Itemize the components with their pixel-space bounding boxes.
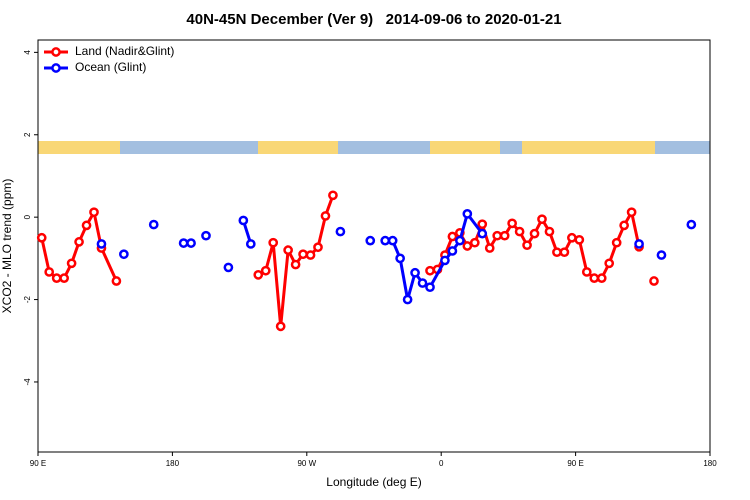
data-point bbox=[51, 273, 62, 283]
data-point bbox=[499, 230, 510, 241]
data-point bbox=[89, 207, 99, 218]
data-point bbox=[567, 232, 577, 243]
data-point bbox=[626, 207, 637, 218]
data-point bbox=[634, 239, 644, 249]
data-point bbox=[529, 228, 540, 239]
legend-label: Ocean (Glint) bbox=[75, 60, 146, 74]
data-point bbox=[283, 245, 293, 255]
data-point bbox=[245, 239, 256, 249]
data-point bbox=[81, 220, 92, 231]
x-tick-label: 90 E bbox=[567, 459, 583, 468]
data-point bbox=[380, 235, 391, 246]
surface-band bbox=[38, 141, 710, 154]
data-point bbox=[619, 220, 629, 231]
y-tick-label: 4 bbox=[23, 50, 32, 55]
y-tick-label: 0 bbox=[23, 214, 32, 219]
legend-label: Land (Nadir&Glint) bbox=[75, 44, 174, 58]
data-point bbox=[484, 243, 495, 253]
data-point bbox=[477, 228, 488, 239]
plot-frame bbox=[37, 39, 711, 453]
data-point bbox=[425, 282, 435, 293]
x-tick-label: 0 bbox=[439, 459, 444, 468]
data-point bbox=[148, 219, 159, 230]
data-point bbox=[462, 209, 473, 219]
x-tick-label: 180 bbox=[703, 459, 717, 468]
land-band bbox=[430, 141, 500, 154]
data-point bbox=[589, 273, 600, 283]
data-point bbox=[395, 253, 405, 264]
data-point bbox=[96, 239, 107, 249]
data-point bbox=[447, 231, 458, 242]
data-point bbox=[178, 238, 189, 248]
data-point bbox=[402, 294, 413, 305]
data-point bbox=[574, 234, 585, 245]
series-line bbox=[42, 195, 654, 326]
data-point bbox=[425, 265, 435, 276]
x-tick-label: 90 E bbox=[30, 459, 46, 468]
x-axis-label: Longitude (deg E) bbox=[326, 475, 421, 489]
data-point bbox=[507, 218, 517, 229]
data-point bbox=[686, 219, 697, 230]
data-point bbox=[552, 247, 562, 258]
land-band bbox=[522, 141, 655, 154]
data-point bbox=[604, 258, 615, 269]
x-tick-label: 90 W bbox=[297, 459, 316, 468]
data-point bbox=[387, 235, 398, 246]
data-point bbox=[74, 237, 84, 247]
data-point bbox=[537, 214, 547, 225]
data-point bbox=[59, 273, 69, 283]
data-point bbox=[320, 211, 331, 221]
data-point bbox=[268, 237, 279, 248]
data-point bbox=[313, 242, 323, 253]
data-point bbox=[36, 232, 47, 243]
data-point bbox=[477, 219, 488, 230]
legend-marker bbox=[51, 63, 61, 73]
data-point bbox=[417, 278, 428, 288]
data-point bbox=[469, 237, 480, 248]
data-point bbox=[201, 230, 211, 241]
data-point bbox=[186, 238, 196, 248]
data-point bbox=[544, 226, 555, 237]
x-tick-label: 180 bbox=[166, 459, 180, 468]
data-point bbox=[492, 230, 503, 241]
data-point bbox=[305, 250, 316, 260]
data-point bbox=[238, 215, 249, 226]
data-point bbox=[410, 267, 420, 278]
legend-marker bbox=[51, 47, 61, 57]
data-point bbox=[253, 269, 264, 280]
y-tick-label: -4 bbox=[23, 378, 32, 386]
data-point bbox=[260, 265, 271, 276]
data-point bbox=[656, 250, 667, 260]
data-point bbox=[455, 235, 465, 246]
data-point bbox=[111, 276, 122, 286]
data-point bbox=[365, 235, 376, 246]
data-point bbox=[559, 247, 570, 258]
data-point bbox=[440, 255, 450, 266]
data-point bbox=[290, 259, 301, 270]
data-point bbox=[581, 267, 592, 277]
y-tick-label: 2 bbox=[23, 132, 32, 137]
data-point bbox=[328, 190, 338, 201]
data-point bbox=[66, 258, 77, 269]
y-tick-label: -2 bbox=[23, 295, 32, 303]
data-point bbox=[44, 267, 55, 277]
data-point bbox=[522, 240, 532, 251]
y-axis-label: XCO2 - MLO trend (ppm) bbox=[0, 179, 14, 314]
data-point bbox=[335, 226, 346, 237]
data-point bbox=[611, 237, 622, 248]
data-point bbox=[649, 276, 659, 286]
data-point bbox=[119, 249, 129, 260]
chart-title: 40N-45N December (Ver 9) 2014-09-06 to 2… bbox=[186, 11, 561, 28]
data-point bbox=[462, 241, 473, 251]
data-point bbox=[596, 273, 607, 283]
data-point bbox=[298, 249, 308, 260]
data-point bbox=[223, 262, 234, 273]
data-point bbox=[514, 226, 525, 237]
data-point bbox=[447, 246, 458, 256]
land-band bbox=[38, 141, 120, 154]
land-band bbox=[258, 141, 338, 154]
data-point bbox=[275, 321, 286, 332]
